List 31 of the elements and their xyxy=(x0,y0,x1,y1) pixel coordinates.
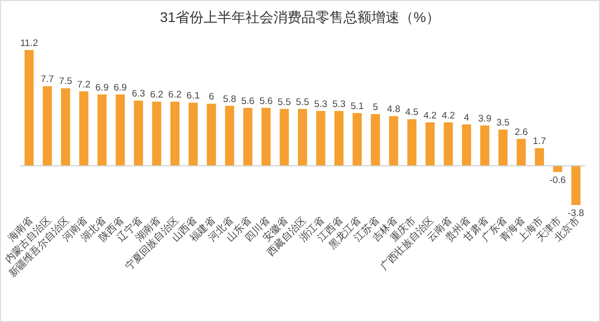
data-label: 6 xyxy=(208,92,214,103)
data-label: -0.6 xyxy=(549,174,566,186)
data-label: 6.2 xyxy=(150,90,164,101)
data-label: 5 xyxy=(372,102,378,114)
data-label: 3.9 xyxy=(478,113,492,124)
data-label: 5.5 xyxy=(278,96,291,108)
data-label: 5.3 xyxy=(314,98,328,110)
data-label: 4.5 xyxy=(405,107,418,118)
data-label: 3.5 xyxy=(496,118,510,129)
data-label: 6.3 xyxy=(132,88,146,100)
data-label: 4.2 xyxy=(423,110,437,122)
data-label: 7.7 xyxy=(40,74,54,86)
data-label: 5.6 xyxy=(259,96,273,107)
data-label: 4.2 xyxy=(442,110,455,122)
data-label: 6.9 xyxy=(114,82,127,94)
data-label: 11.2 xyxy=(20,38,38,49)
data-label: 5.5 xyxy=(296,96,310,108)
data-label: 5.8 xyxy=(222,94,236,105)
data-label: 4.8 xyxy=(387,104,400,116)
data-label: 6.1 xyxy=(186,90,200,102)
data-label: 6.2 xyxy=(168,90,182,101)
data-label: 5.6 xyxy=(241,96,254,107)
data-label: 1.7 xyxy=(532,136,546,148)
data-label: 4 xyxy=(464,112,470,124)
data-label: 7.5 xyxy=(58,76,72,88)
data-label: 5.3 xyxy=(332,98,346,110)
data-label: 7.2 xyxy=(77,79,90,90)
title: 31省份上半年社会消费品零售总额增速（%） xyxy=(160,9,440,25)
data-label: 5.1 xyxy=(350,101,364,112)
data-label: 2.6 xyxy=(514,126,528,138)
data-label: 6.9 xyxy=(95,82,109,94)
